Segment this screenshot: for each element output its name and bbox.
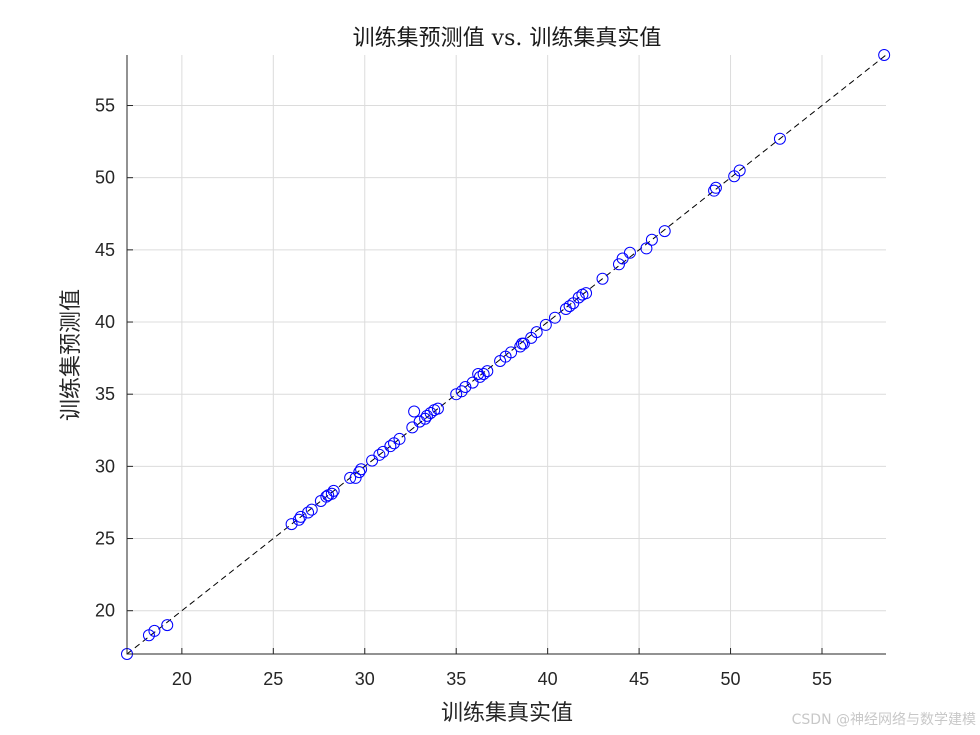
- data-point: [640, 242, 653, 255]
- data-point: [148, 624, 161, 637]
- data-point: [539, 318, 552, 331]
- data-point: [616, 252, 629, 265]
- y-tick-label: 25: [95, 529, 115, 549]
- data-point: [377, 445, 390, 458]
- y-tick-label: 45: [95, 240, 115, 260]
- data-point: [161, 619, 174, 632]
- y-tick-label: 40: [95, 312, 115, 332]
- data-point: [327, 484, 340, 497]
- data-point: [596, 272, 609, 285]
- x-tick-label: 50: [721, 669, 741, 689]
- data-point: [384, 440, 397, 453]
- data-point: [658, 225, 671, 238]
- data-point: [708, 184, 721, 197]
- data-point: [623, 246, 636, 259]
- data-point: [477, 367, 490, 380]
- data-point: [517, 337, 530, 350]
- data-point: [472, 367, 485, 380]
- data-point: [709, 181, 722, 194]
- data-point: [548, 311, 561, 324]
- data-point: [302, 506, 315, 519]
- data-point: [733, 164, 746, 177]
- data-point: [563, 300, 576, 313]
- data-point: [878, 49, 891, 61]
- axis-ticks: [127, 105, 823, 654]
- data-point: [612, 258, 625, 271]
- x-axis-label: 训练集真实值: [441, 701, 573, 726]
- grid-lines: [127, 55, 886, 654]
- data-point: [431, 402, 444, 415]
- x-tick-label: 55: [812, 669, 832, 689]
- data-point: [514, 340, 527, 353]
- watermark: CSDN @神经网络与数学建模: [792, 712, 976, 728]
- data-point: [285, 518, 298, 531]
- data-point: [349, 471, 362, 484]
- chart-title: 训练集预测值 vs. 训练集真实值: [353, 26, 662, 51]
- data-point: [393, 432, 406, 445]
- data-point: [305, 503, 318, 516]
- x-tick-label: 45: [629, 669, 649, 689]
- x-tick-label: 20: [172, 669, 192, 689]
- data-points: [121, 49, 891, 660]
- data-point: [481, 365, 494, 378]
- data-point: [459, 380, 472, 393]
- data-point: [645, 233, 658, 246]
- x-tick-label: 35: [446, 669, 466, 689]
- data-point: [294, 510, 307, 523]
- data-point: [424, 406, 437, 419]
- data-point: [559, 303, 572, 316]
- data-point: [353, 466, 366, 479]
- y-tick-label: 50: [95, 168, 115, 188]
- x-tick-label: 40: [538, 669, 558, 689]
- data-point: [505, 346, 518, 359]
- data-point: [408, 405, 421, 418]
- data-point: [420, 409, 433, 422]
- data-point: [580, 287, 593, 300]
- data-point: [466, 376, 479, 389]
- y-tick-label: 20: [95, 601, 115, 621]
- x-tick-label: 25: [263, 669, 283, 689]
- y-tick-label: 30: [95, 456, 115, 476]
- data-point: [292, 513, 305, 526]
- y-tick-label: 35: [95, 384, 115, 404]
- x-tick-labels: 20 25 30 35 40 45 50 55: [172, 669, 832, 689]
- y-tick-labels: 20 25 30 35 40 45 50 55: [95, 96, 115, 621]
- data-point: [325, 487, 338, 500]
- data-point: [413, 415, 426, 428]
- data-point: [572, 291, 585, 304]
- data-point: [530, 326, 543, 339]
- data-point: [366, 454, 379, 467]
- data-point: [373, 448, 386, 461]
- data-point: [473, 370, 486, 383]
- x-tick-label: 30: [355, 669, 375, 689]
- data-point: [344, 471, 357, 484]
- data-point: [773, 132, 786, 145]
- data-point: [406, 421, 419, 434]
- data-point: [450, 388, 463, 401]
- data-point: [455, 385, 468, 398]
- y-tick-label: 55: [95, 96, 115, 116]
- y-axis-label: 训练集预测值: [59, 289, 84, 421]
- axes-box: [126, 55, 886, 655]
- data-point: [320, 490, 333, 503]
- data-point: [355, 463, 368, 476]
